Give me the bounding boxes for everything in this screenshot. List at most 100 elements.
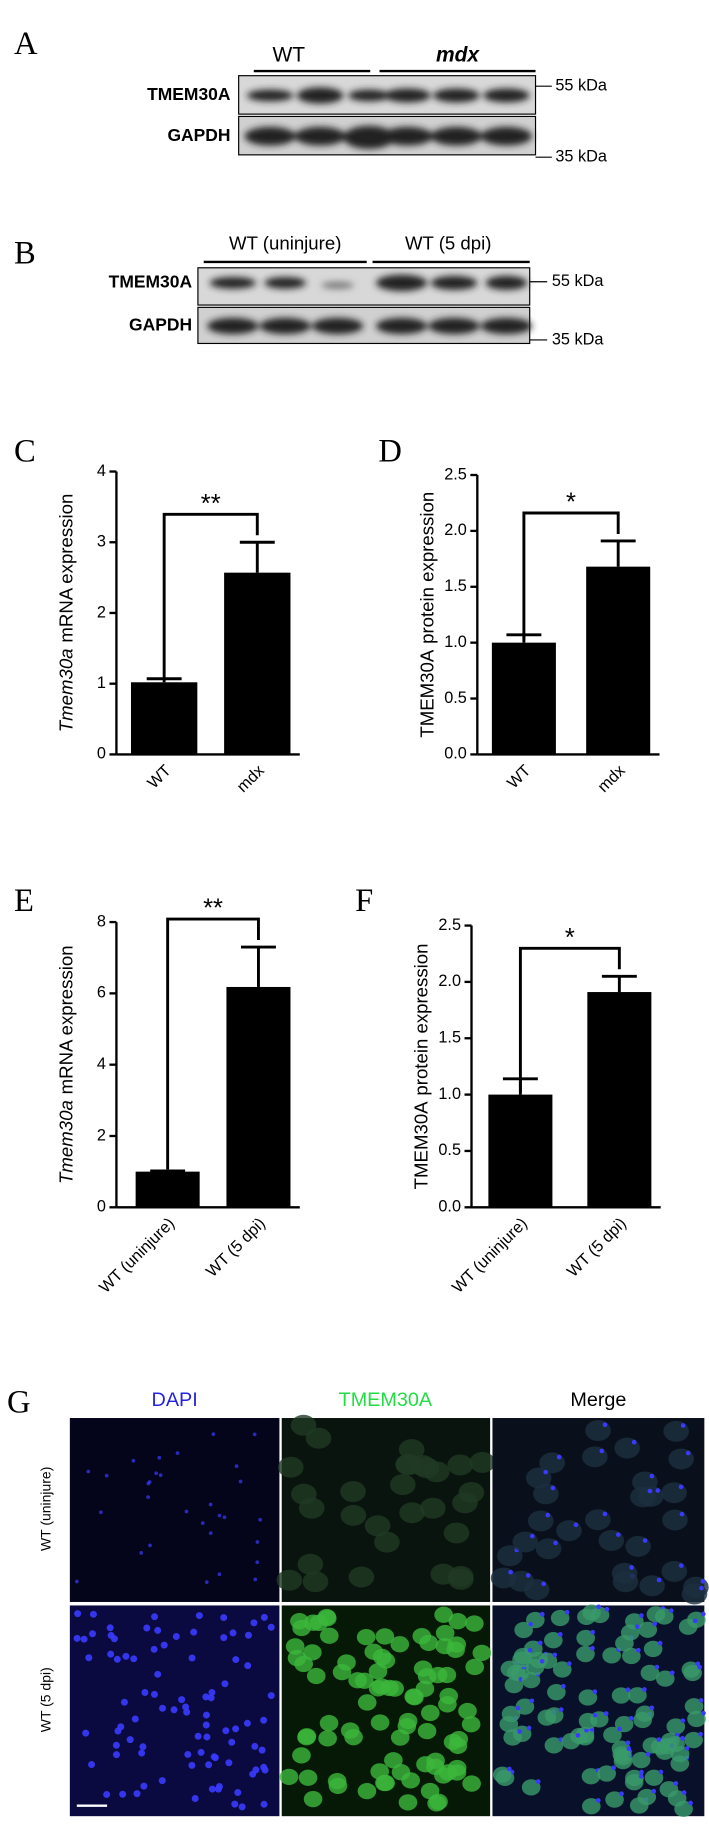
- nucleus: [680, 1718, 686, 1724]
- fiber: [521, 1779, 541, 1796]
- nucleus: [150, 1645, 158, 1653]
- nucleus: [688, 1800, 693, 1806]
- nucleus: [685, 1450, 691, 1456]
- nucleus: [629, 1565, 634, 1570]
- fiber: [597, 1765, 616, 1782]
- nucleus: [157, 1455, 162, 1460]
- nucleus: [539, 1611, 545, 1617]
- nucleus: [208, 1502, 213, 1507]
- y-tick-label: 1: [97, 674, 106, 692]
- nucleus: [228, 1738, 236, 1746]
- fiber: [434, 1606, 453, 1623]
- fiber: [684, 1698, 704, 1715]
- nucleus: [250, 1619, 258, 1627]
- nucleus: [599, 1448, 605, 1454]
- fiber: [578, 1712, 598, 1730]
- fiber: [503, 1729, 522, 1746]
- fiber: [328, 1777, 348, 1795]
- nucleus: [146, 1495, 150, 1499]
- nucleus: [251, 1742, 259, 1750]
- nucleus: [107, 1631, 115, 1639]
- nucleus: [202, 1693, 210, 1701]
- nucleus: [258, 1517, 263, 1522]
- nucleus: [678, 1484, 684, 1490]
- y-tick-label: 2.5: [444, 465, 467, 483]
- fiber: [390, 1636, 410, 1653]
- nucleus: [635, 1647, 641, 1653]
- nucleus: [225, 1759, 233, 1767]
- channel-label: Merge: [570, 1389, 626, 1411]
- nucleus: [649, 1473, 655, 1479]
- nucleus: [595, 1798, 601, 1803]
- fiber: [614, 1437, 640, 1459]
- nucleus: [506, 1766, 512, 1772]
- nucleus: [190, 1628, 198, 1636]
- nucleus: [680, 1423, 686, 1428]
- nucleus: [260, 1613, 268, 1621]
- fiber: [298, 1497, 325, 1519]
- y-axis-label: Tmem30a mRNA expression: [55, 945, 76, 1184]
- fiber: [472, 1644, 492, 1662]
- nucleus: [82, 1729, 90, 1737]
- nucleus: [249, 1770, 257, 1778]
- fiber: [644, 1769, 664, 1786]
- fiber: [375, 1628, 395, 1645]
- nucleus: [590, 1645, 595, 1651]
- nucleus: [138, 1749, 146, 1757]
- y-axis-label-part: protein expression: [411, 944, 432, 1096]
- y-axis-label-part: mRNA expression: [55, 945, 76, 1094]
- nucleus: [626, 1746, 632, 1751]
- fiber: [364, 1643, 384, 1660]
- y-tick-label: 0: [97, 745, 106, 763]
- fiber: [458, 1702, 477, 1720]
- nucleus: [253, 1577, 258, 1582]
- fiber: [643, 1640, 663, 1658]
- fiber: [625, 1535, 651, 1557]
- nucleus: [139, 1743, 147, 1751]
- fiber: [401, 1772, 420, 1789]
- y-tick-label: 0: [97, 1198, 106, 1216]
- bar-chart: 0 1 2 3 4 Tmem30a mRNA expression WT mdx **: [55, 462, 300, 796]
- fiber: [417, 1723, 437, 1740]
- fiber: [344, 1729, 363, 1746]
- nucleus: [642, 1538, 648, 1543]
- nucleus: [104, 1473, 109, 1478]
- significance-bracket: [162, 512, 259, 680]
- panel-label: G: [7, 1385, 31, 1421]
- fiber: [661, 1482, 687, 1504]
- fiber: [302, 1571, 329, 1593]
- nucleus: [160, 1641, 168, 1649]
- fiber: [409, 1454, 436, 1476]
- nucleus: [527, 1647, 533, 1653]
- nucleus: [575, 1733, 581, 1738]
- fiber: [628, 1687, 647, 1704]
- fiber: [501, 1705, 521, 1723]
- fiber: [655, 1670, 675, 1687]
- significance-label: **: [203, 895, 223, 923]
- nucleus: [649, 1705, 655, 1711]
- y-tick-label: 0.0: [444, 745, 467, 763]
- nucleus: [611, 1765, 616, 1771]
- nucleus: [645, 1751, 651, 1757]
- marker-label: 55 kDa: [555, 76, 608, 94]
- y-tick-label: 1.0: [438, 1085, 461, 1103]
- fiber: [639, 1575, 665, 1597]
- fiber: [435, 1624, 455, 1642]
- nucleus: [634, 1624, 640, 1630]
- nucleus: [681, 1790, 687, 1795]
- nucleus: [528, 1621, 533, 1627]
- micrograph: [69, 1418, 280, 1602]
- x-tick-label: WT (uninjure): [96, 1214, 178, 1296]
- nucleus: [112, 1741, 120, 1749]
- y-tick-label: 8: [97, 912, 106, 930]
- fiber: [348, 1566, 375, 1588]
- fiber: [371, 1678, 391, 1695]
- nucleus: [652, 1621, 658, 1627]
- fiber: [661, 1560, 688, 1582]
- y-axis-label-part: mRNA expression: [55, 494, 76, 643]
- nucleus: [698, 1698, 704, 1703]
- nucleus: [550, 1485, 556, 1491]
- fiber: [620, 1624, 640, 1641]
- bar: [226, 986, 291, 1208]
- nucleus: [602, 1511, 608, 1517]
